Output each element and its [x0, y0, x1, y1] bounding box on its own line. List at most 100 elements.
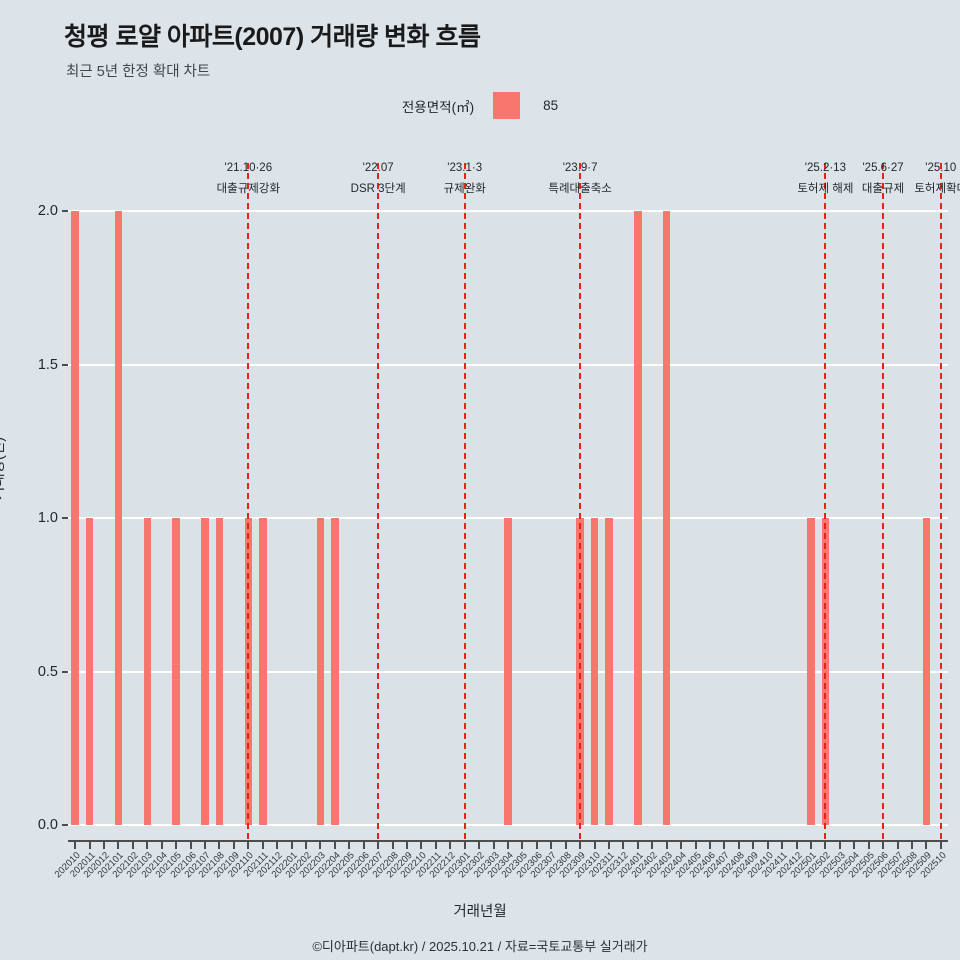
annotation-date: '25.10: [925, 162, 957, 174]
x-tick: [766, 842, 769, 849]
y-tick-label: 2.0: [37, 203, 58, 219]
footer-credit: ©디아파트(dapt.kr) / 2025.10.21 / 자료=국토교통부 실…: [312, 939, 648, 954]
x-tick: [579, 842, 582, 849]
x-tick: [175, 842, 178, 849]
annotation-text: 토허제확대: [914, 183, 960, 196]
x-tick: [406, 842, 409, 849]
x-tick: [521, 842, 524, 849]
bar-202204[interactable]: [331, 518, 339, 825]
x-tick: [348, 842, 351, 849]
y-axis-labels: 0.0 0.5 1.0 1.5 2.0: [0, 203, 58, 833]
x-tick: [838, 842, 841, 849]
x-tick: [824, 842, 827, 849]
x-tick: [564, 842, 567, 849]
x-tick: [261, 842, 264, 849]
x-tick: [88, 842, 91, 849]
bar-202501[interactable]: [807, 518, 815, 825]
x-tick: [449, 842, 452, 849]
y-tick-label: 0.5: [37, 663, 58, 680]
marker-line-202207: [377, 163, 380, 839]
bar-202010[interactable]: [71, 211, 79, 825]
x-axis-ticks: [68, 842, 948, 850]
x-tick: [867, 842, 870, 849]
y-axis-ticks: [60, 210, 68, 826]
y-axis-title: 거래량(건): [0, 436, 7, 500]
y-tick-label: 1.5: [37, 356, 58, 373]
x-tick: [622, 842, 625, 849]
x-tick: [247, 842, 250, 849]
bar-202108[interactable]: [215, 518, 224, 825]
x-tick: [593, 842, 596, 849]
x-tick: [781, 842, 784, 849]
x-tick: [319, 842, 322, 849]
annotation-text: 토허제 해제: [797, 183, 854, 196]
annotation-date: '23.1·3: [447, 162, 483, 174]
annotation-202309: '23.9·7 특례대출축소: [548, 161, 611, 197]
bar-202509[interactable]: [922, 518, 931, 825]
x-tick: [882, 842, 885, 849]
x-tick: [896, 842, 899, 849]
y-tick: [62, 210, 68, 212]
page-title: 청평 로얄 아파트(2007) 거래량 변화 흐름: [64, 23, 481, 51]
gridline: [68, 363, 948, 366]
x-tick: [218, 842, 221, 849]
x-tick: [636, 842, 639, 849]
x-axis-line: [68, 840, 948, 842]
bar-202101[interactable]: [114, 211, 123, 825]
annotation-date: '23.9·7: [562, 162, 598, 174]
gridline: [68, 210, 948, 212]
x-tick: [420, 842, 423, 849]
y-tick: [62, 517, 68, 519]
x-tick: [853, 842, 856, 849]
bar-202203[interactable]: [316, 518, 325, 825]
legend-label-85: 85: [543, 98, 559, 113]
annotation-date: '25.6·27: [862, 162, 904, 174]
x-tick: [362, 842, 365, 849]
annotation-202510: '25.10 토허제확대: [914, 161, 960, 197]
annotation-202301: '23.1·3 규제완화: [444, 161, 486, 197]
x-axis-title: 거래년월: [453, 904, 507, 920]
bar-202310[interactable]: [590, 518, 599, 825]
x-tick: [795, 842, 798, 849]
x-tick: [478, 842, 481, 849]
bar-202011[interactable]: [85, 518, 94, 825]
y-tick-label: 0.0: [37, 817, 58, 833]
bar-202103[interactable]: [143, 518, 152, 825]
legend-swatch-85: [493, 92, 521, 119]
annotation-text: DSR 3단계: [350, 183, 406, 196]
x-tick: [131, 842, 134, 849]
bar-202105[interactable]: [172, 518, 180, 825]
x-tick: [189, 842, 192, 849]
annotation-202207: '22.07 DSR 3단계: [351, 161, 406, 197]
bar-202111[interactable]: [259, 518, 267, 825]
x-tick: [74, 842, 77, 849]
annotation-202506: '25.6·27 대출규제: [862, 161, 904, 197]
x-tick: [333, 842, 336, 849]
x-tick: [939, 842, 942, 849]
annotation-text: 특례대출축소: [548, 183, 612, 196]
x-tick: [204, 842, 207, 849]
y-tick: [62, 670, 68, 673]
bar-202311[interactable]: [605, 518, 613, 825]
bar-202107[interactable]: [201, 518, 209, 825]
annotation-date: '21.10·26: [224, 162, 273, 174]
marker-line-202301: [463, 163, 466, 839]
x-tick: [463, 842, 466, 849]
annotation-202110: '21.10·26 대출규제강화: [217, 161, 280, 197]
plot-area: [68, 163, 948, 839]
x-tick: [809, 842, 812, 849]
x-tick: [910, 842, 913, 849]
x-tick: [232, 842, 235, 849]
x-tick: [723, 842, 726, 849]
annotation-202502: '25.2·13 토허제 해제: [797, 161, 853, 197]
bar-202401[interactable]: [634, 211, 642, 825]
marker-line-202110: [247, 163, 250, 839]
y-tick: [62, 363, 68, 366]
x-tick: [507, 842, 509, 849]
bar-202403[interactable]: [662, 211, 671, 825]
x-tick: [925, 842, 928, 849]
x-tick: [103, 842, 106, 849]
bar-202304[interactable]: [504, 518, 512, 825]
x-tick: [694, 842, 697, 849]
